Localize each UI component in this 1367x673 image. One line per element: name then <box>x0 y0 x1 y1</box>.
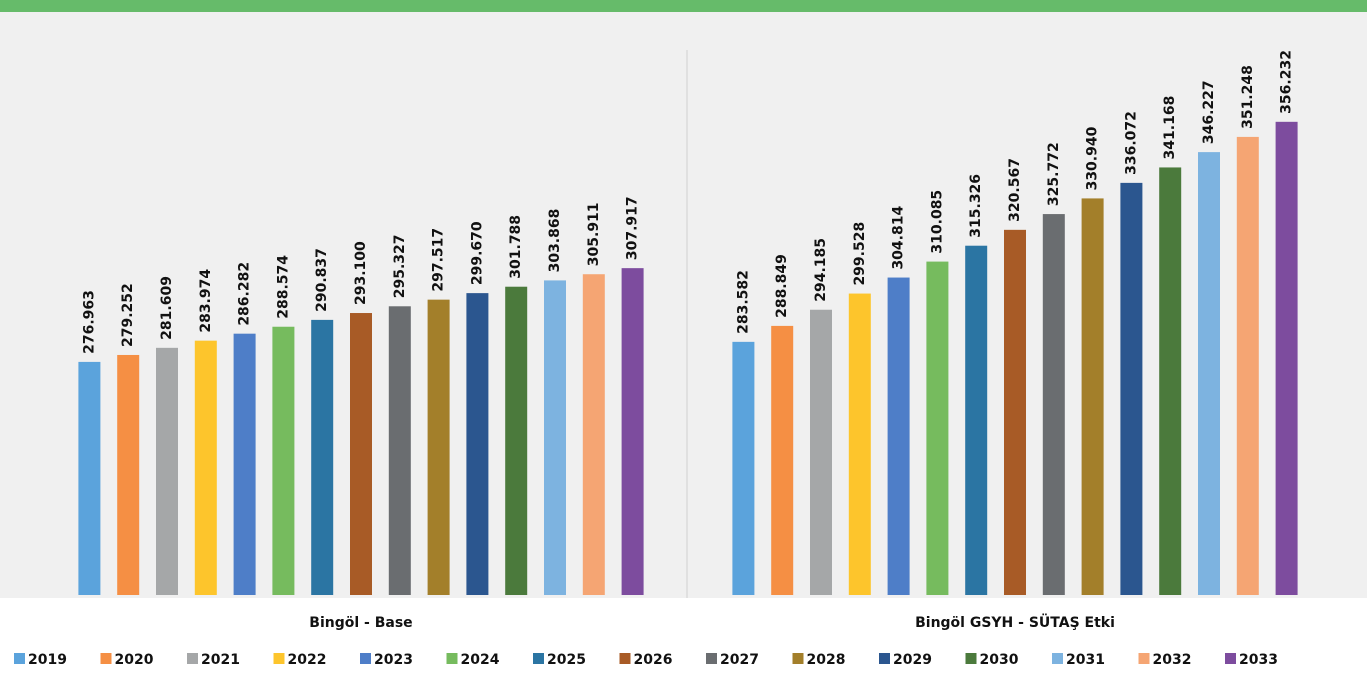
legend-swatch <box>533 653 544 664</box>
bar <box>311 319 334 595</box>
data-label: 346.227 <box>1201 80 1217 144</box>
bar <box>1081 198 1104 596</box>
data-label: 297.517 <box>431 228 447 292</box>
data-label: 299.670 <box>469 221 485 285</box>
bar <box>1120 182 1143 596</box>
data-label: 303.868 <box>547 209 563 273</box>
data-label: 295.327 <box>392 235 408 299</box>
legend-label: 2029 <box>893 652 932 668</box>
data-label: 336.072 <box>1123 111 1139 175</box>
bar <box>582 274 605 595</box>
data-label: 315.326 <box>968 174 984 238</box>
data-label: 310.085 <box>929 190 945 254</box>
legend-swatch <box>100 653 112 664</box>
legend-swatch <box>187 653 198 664</box>
data-label: 301.788 <box>508 215 524 279</box>
legend-swatch <box>1138 653 1150 664</box>
bar <box>156 347 178 595</box>
data-label: 290.837 <box>314 248 330 312</box>
legend-label: 2031 <box>1066 652 1105 668</box>
bar <box>78 361 101 595</box>
legend-swatch <box>706 653 717 664</box>
bar <box>427 299 450 595</box>
bar <box>233 333 256 595</box>
data-label: 356.232 <box>1279 50 1295 114</box>
bar <box>350 313 372 595</box>
data-label: 281.609 <box>159 276 175 340</box>
data-label: 299.528 <box>852 222 868 286</box>
legend-label: 2021 <box>201 652 240 668</box>
bar <box>621 268 644 595</box>
data-label: 341.168 <box>1162 96 1178 160</box>
data-label: 276.963 <box>81 290 97 354</box>
legend-swatch <box>1225 653 1236 664</box>
legend-label: 2025 <box>547 652 586 668</box>
data-label: 286.282 <box>237 262 253 326</box>
bar <box>1159 167 1182 595</box>
legend-label: 2030 <box>980 652 1019 668</box>
data-label: 325.772 <box>1046 142 1062 206</box>
bar <box>1275 121 1298 595</box>
data-label: 293.100 <box>353 241 369 305</box>
bar <box>926 261 949 595</box>
bar <box>505 286 528 595</box>
legend-swatch <box>619 653 631 664</box>
bar <box>771 325 794 595</box>
bar <box>272 326 295 595</box>
data-label: 304.814 <box>891 206 907 270</box>
bar <box>732 341 755 595</box>
legend-label: 2027 <box>720 652 759 668</box>
legend-label: 2028 <box>807 652 846 668</box>
bar <box>887 277 910 595</box>
legend-swatch <box>446 653 458 664</box>
bar <box>1004 229 1026 595</box>
bar <box>965 245 988 595</box>
data-label: 307.917 <box>625 196 641 260</box>
x-tick-label: Bingöl GSYH - SÜTAŞ Etki <box>915 613 1115 631</box>
legend-label: 2032 <box>1153 652 1192 668</box>
data-label: 294.185 <box>813 238 829 302</box>
data-label: 305.911 <box>586 202 602 266</box>
legend-swatch <box>14 653 25 664</box>
data-label: 320.567 <box>1007 158 1023 222</box>
legend-label: 2023 <box>374 652 413 668</box>
data-label: 279.252 <box>120 283 136 347</box>
legend-swatch <box>1052 653 1063 664</box>
bar <box>1042 214 1065 595</box>
legend-label: 2022 <box>288 652 327 668</box>
bar <box>388 306 411 595</box>
legend-swatch <box>792 653 804 664</box>
data-label: 351.248 <box>1240 65 1256 129</box>
data-label: 283.582 <box>735 270 751 334</box>
data-label: 288.849 <box>774 254 790 318</box>
data-label: 330.940 <box>1085 126 1101 190</box>
bar <box>810 309 832 595</box>
legend-label: 2024 <box>461 652 500 668</box>
legend-label: 2026 <box>634 652 673 668</box>
legend-swatch <box>879 653 890 664</box>
bar <box>1198 152 1220 595</box>
legend-swatch <box>273 653 285 664</box>
bar <box>466 293 489 595</box>
legend-label: 2033 <box>1239 652 1278 668</box>
data-label: 288.574 <box>275 255 291 319</box>
x-tick-label: Bingöl - Base <box>309 615 412 631</box>
legend-label: 2019 <box>28 652 67 668</box>
legend-swatch <box>965 653 977 664</box>
legend-label: 2020 <box>115 652 154 668</box>
bar <box>117 354 140 595</box>
bar <box>194 340 217 595</box>
bar <box>544 280 566 595</box>
bar <box>1236 136 1259 596</box>
data-label: 283.974 <box>198 269 214 333</box>
bar <box>848 293 871 595</box>
legend-swatch <box>360 653 371 664</box>
top-stripe <box>0 0 1367 12</box>
